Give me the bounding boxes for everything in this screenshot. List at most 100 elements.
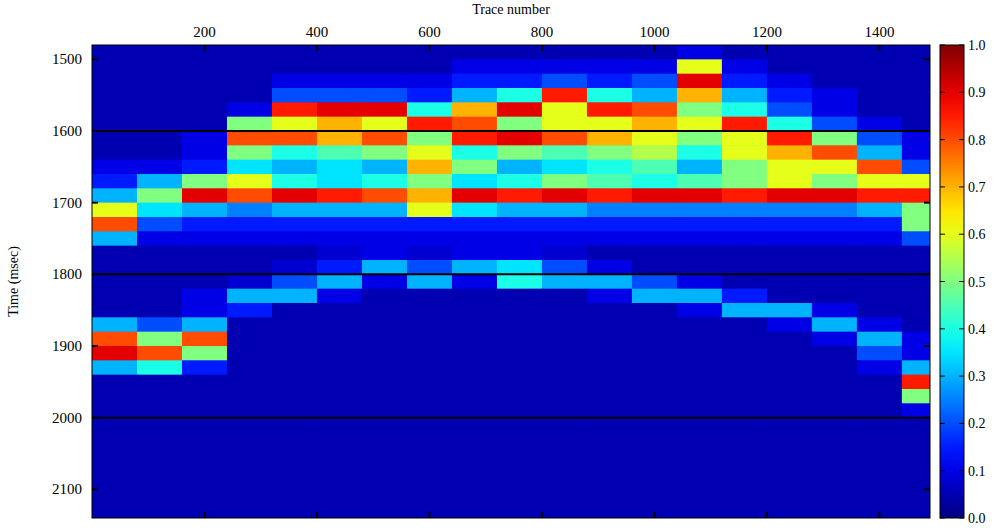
cell	[767, 246, 813, 261]
cell	[677, 160, 723, 175]
colorbar-tick-label: 0.6	[968, 227, 986, 242]
cell	[542, 131, 588, 146]
cell	[137, 504, 183, 518]
cell	[227, 59, 273, 74]
colorbar-tick	[959, 281, 964, 282]
cell	[92, 317, 138, 332]
cell	[902, 188, 930, 203]
cell	[632, 246, 678, 261]
cell	[407, 274, 453, 289]
cell	[362, 504, 408, 518]
cell	[632, 45, 678, 60]
cell	[362, 88, 408, 103]
cell	[317, 45, 363, 60]
cell	[272, 160, 318, 175]
cell	[452, 102, 498, 117]
cell	[362, 375, 408, 390]
cell	[272, 217, 318, 232]
cell	[272, 289, 318, 304]
cell	[722, 504, 768, 518]
cell	[902, 489, 930, 504]
cell	[587, 289, 633, 304]
cell	[722, 231, 768, 246]
colorbar-tick-label: 0.4	[968, 322, 986, 337]
cell	[272, 74, 318, 89]
cell	[227, 289, 273, 304]
reference-line	[92, 273, 930, 275]
cell	[812, 188, 858, 203]
reference-line	[92, 130, 930, 132]
cell	[92, 389, 138, 404]
cell	[857, 131, 903, 146]
cell	[137, 274, 183, 289]
cell	[497, 389, 543, 404]
cell	[677, 88, 723, 103]
cell	[272, 231, 318, 246]
cell	[452, 117, 498, 132]
cell	[857, 489, 903, 504]
cell	[542, 260, 588, 275]
cell	[92, 418, 138, 433]
cell	[902, 403, 930, 418]
cell	[362, 246, 408, 261]
cell	[317, 303, 363, 318]
cell	[902, 461, 930, 476]
cell	[857, 289, 903, 304]
cell	[632, 389, 678, 404]
cell	[857, 403, 903, 418]
cell	[497, 289, 543, 304]
cell	[902, 102, 930, 117]
cell	[407, 475, 453, 490]
cell	[542, 45, 588, 60]
cell	[182, 461, 228, 476]
cell	[812, 446, 858, 461]
cell	[137, 145, 183, 160]
x-tick	[203, 512, 205, 518]
cell	[362, 74, 408, 89]
cell	[902, 260, 930, 275]
cell	[812, 145, 858, 160]
cell	[92, 432, 138, 447]
cell	[902, 332, 930, 347]
cell	[182, 375, 228, 390]
cell	[812, 375, 858, 390]
cell	[767, 446, 813, 461]
cell	[227, 45, 273, 60]
cell	[587, 446, 633, 461]
cell	[452, 145, 498, 160]
cell	[317, 504, 363, 518]
cell	[497, 188, 543, 203]
cell	[587, 504, 633, 518]
cell	[92, 289, 138, 304]
cell	[362, 274, 408, 289]
cell	[272, 88, 318, 103]
y-tick	[92, 130, 98, 132]
cell	[632, 289, 678, 304]
cell	[452, 260, 498, 275]
cell	[407, 504, 453, 518]
cell	[542, 489, 588, 504]
cell	[92, 59, 138, 74]
cell	[677, 274, 723, 289]
cell	[632, 346, 678, 361]
cell	[317, 317, 363, 332]
colorbar-tick	[959, 45, 964, 46]
cell	[587, 131, 633, 146]
cell	[407, 303, 453, 318]
cell	[542, 432, 588, 447]
cell	[632, 102, 678, 117]
colorbar-tick-label: 0.3	[968, 369, 986, 384]
cell	[542, 203, 588, 218]
colorbar-tick-label: 0.2	[968, 416, 986, 431]
cell	[407, 246, 453, 261]
cell	[407, 188, 453, 203]
cell	[452, 88, 498, 103]
cell	[902, 375, 930, 390]
cell	[677, 203, 723, 218]
cell	[452, 231, 498, 246]
cell	[497, 274, 543, 289]
cell	[902, 389, 930, 404]
cell	[92, 260, 138, 275]
cell	[452, 217, 498, 232]
cell	[677, 432, 723, 447]
